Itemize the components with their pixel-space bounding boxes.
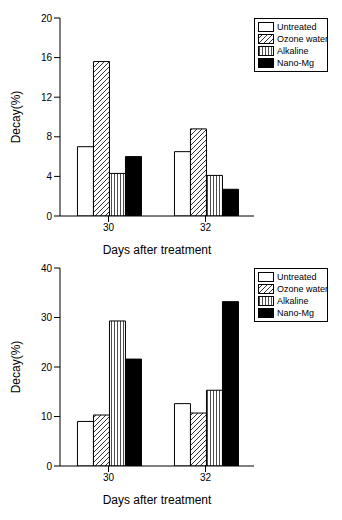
html-text:Untreated: Untreated bbox=[277, 272, 317, 282]
html-text:Ozone water: Ozone water bbox=[277, 34, 328, 44]
svg-text:Days after treatment: Days after treatment bbox=[103, 493, 212, 507]
svg-text:Decay(%): Decay(%) bbox=[9, 341, 23, 394]
html-text:Alkaline: Alkaline bbox=[277, 296, 309, 306]
svg-text:12: 12 bbox=[41, 92, 53, 103]
svg-text:40: 40 bbox=[41, 263, 53, 274]
html-text:Ozone water: Ozone water bbox=[277, 284, 328, 294]
svg-text:30: 30 bbox=[103, 472, 115, 483]
svg-text:16: 16 bbox=[41, 52, 53, 63]
svg-text:32: 32 bbox=[200, 472, 212, 483]
svg-text:10: 10 bbox=[41, 411, 53, 422]
svg-text:20: 20 bbox=[41, 362, 53, 373]
svg-text:Decay(%): Decay(%) bbox=[9, 91, 23, 144]
html-text:Nano-Mg: Nano-Mg bbox=[277, 308, 314, 318]
html-text:Alkaline: Alkaline bbox=[277, 46, 309, 56]
svg-text:30: 30 bbox=[41, 312, 53, 323]
svg-text:0: 0 bbox=[46, 211, 52, 222]
html-text:Untreated: Untreated bbox=[277, 22, 317, 32]
svg-text:8: 8 bbox=[46, 131, 52, 142]
html-text:Nano-Mg: Nano-Mg bbox=[277, 58, 314, 68]
svg-text:20: 20 bbox=[41, 13, 53, 24]
svg-text:Days after treatment: Days after treatment bbox=[103, 243, 212, 257]
svg-text:4: 4 bbox=[46, 171, 52, 182]
svg-text:32: 32 bbox=[200, 222, 212, 233]
svg-text:30: 30 bbox=[103, 222, 115, 233]
svg-text:0: 0 bbox=[46, 461, 52, 472]
